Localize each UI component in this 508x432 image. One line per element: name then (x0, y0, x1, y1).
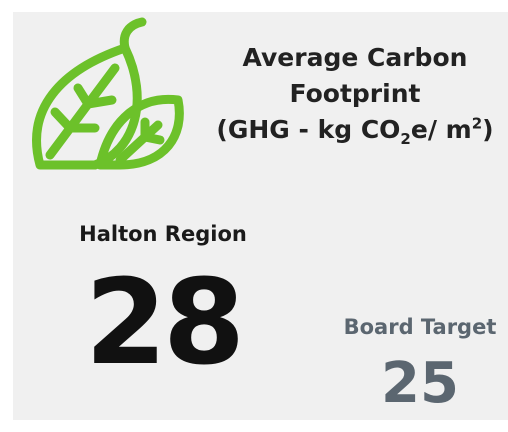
unit-part: ) (482, 115, 494, 144)
unit-part: (GHG - kg CO (216, 115, 401, 144)
region-value: 28 (84, 253, 245, 391)
unit-superscript: 2 (471, 114, 483, 133)
card (13, 12, 508, 420)
unit-part: e/ m (410, 115, 472, 144)
unit: (GHG - kg CO2e/ m2) (216, 114, 494, 147)
region-label: Halton Region (79, 222, 247, 246)
target-label: Board Target (343, 315, 497, 339)
title: Average Carbon Footprint (GHG - kg CO2e/… (205, 40, 505, 148)
title-text: Average Carbon Footprint (242, 43, 468, 108)
target-value: 25 (381, 351, 459, 416)
unit-subscript: 2 (400, 130, 411, 148)
leaf-icon (32, 17, 184, 170)
